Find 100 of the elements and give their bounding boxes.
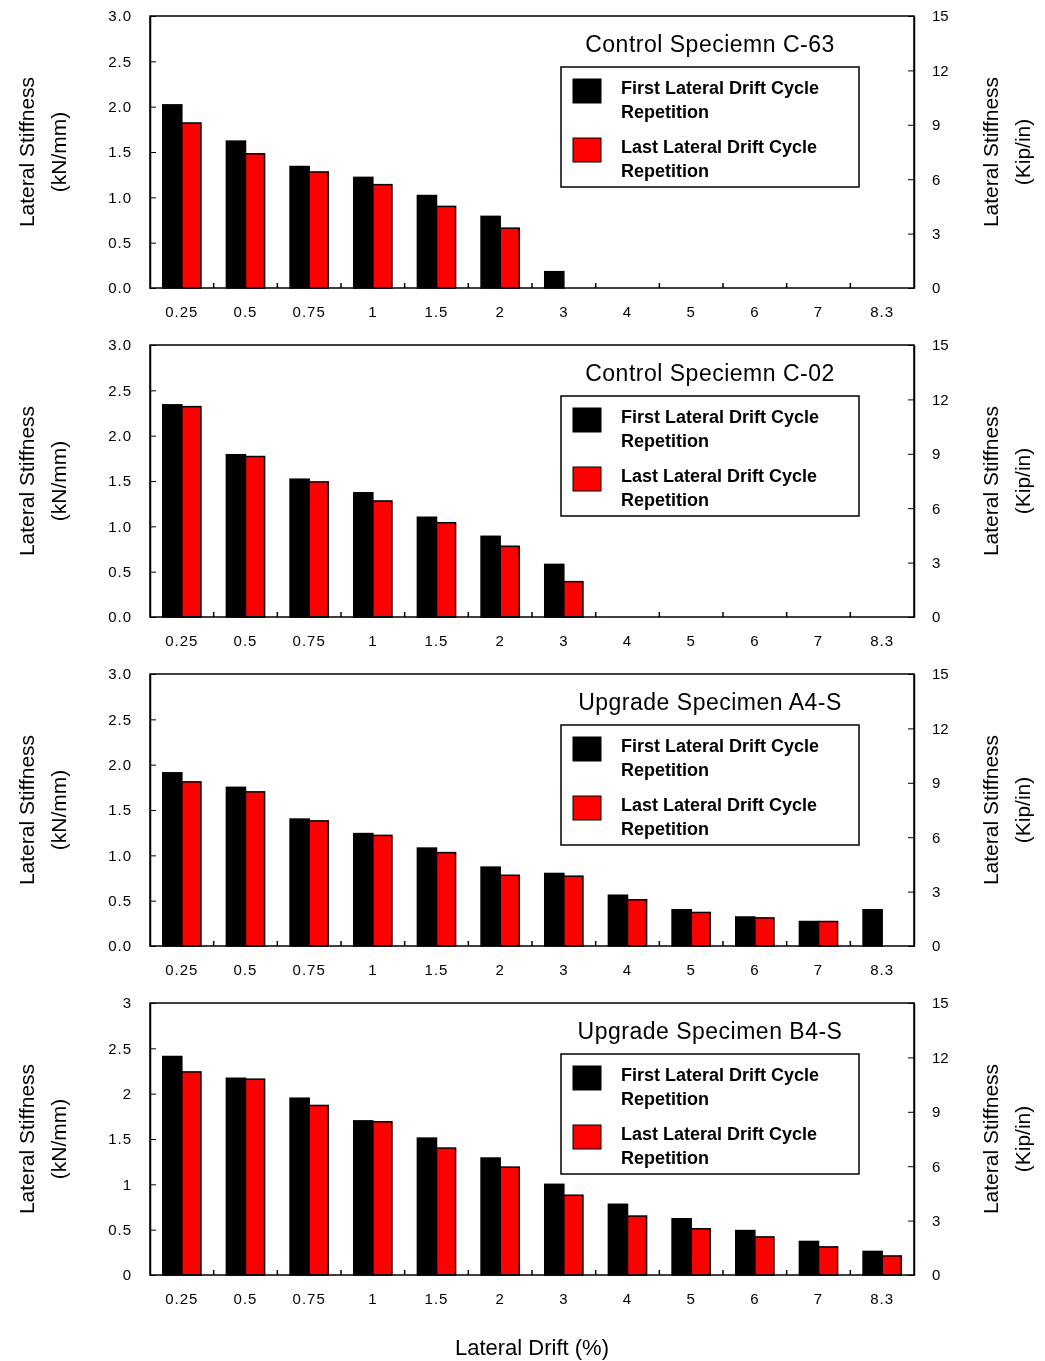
- y-tick-label: 1.5: [108, 1130, 132, 1148]
- y2-tick-label: 0: [932, 937, 941, 955]
- y-tick-label: 2.0: [108, 755, 132, 773]
- y2-axis-title: Lateral Stiffness (Kip/in): [978, 405, 1034, 557]
- x-tick-label: 0.25: [165, 302, 199, 320]
- y-tick-label: 0: [122, 1266, 132, 1284]
- x-tick-label: 7: [813, 960, 824, 978]
- x-tick-label: 0.75: [292, 960, 326, 978]
- x-tick-label: 1: [368, 1289, 378, 1307]
- y-tick-label: 0.5: [108, 891, 132, 909]
- y2-tick-label: 9: [932, 774, 941, 792]
- x-tick-label: 4: [622, 631, 633, 649]
- y2-tick-label: 6: [932, 828, 941, 846]
- x-tick-label: 7: [813, 302, 824, 320]
- y-tick-label: 2.5: [108, 710, 132, 728]
- y2-tick-label: 3: [932, 553, 941, 571]
- y-axis-title: Lateral Stiffness (kN/mm): [14, 734, 70, 886]
- x-tick-label: 5: [686, 960, 696, 978]
- x-tick-label: 1: [368, 302, 378, 320]
- y-tick-label: 1.0: [108, 188, 132, 206]
- legend-label: First Lateral Drift Cycle Repetition: [621, 407, 820, 451]
- y-tick-label: 0.5: [108, 562, 132, 580]
- y-tick-label: 1.0: [108, 517, 132, 535]
- x-tick-label: 1.5: [424, 302, 449, 320]
- y2-tick-label: 3: [932, 224, 941, 242]
- y-tick-label: 0.5: [108, 233, 132, 251]
- y2-axis-title: Lateral Stiffness (Kip/in): [978, 734, 1034, 886]
- x-tick-label: 4: [622, 302, 633, 320]
- x-tick-label: 6: [750, 302, 760, 320]
- y2-tick-label: 3: [932, 1211, 941, 1229]
- x-tick-label: 4: [622, 960, 633, 978]
- y2-tick-label: 6: [932, 170, 941, 188]
- text: Control Speciemn C-63: [585, 31, 835, 57]
- x-tick-label: 6: [750, 631, 760, 649]
- y-tick-label: 1: [122, 1175, 132, 1193]
- y-tick-label: 3: [122, 994, 132, 1012]
- x-tick-label: 8.3: [870, 960, 895, 978]
- y-tick-label: 3.0: [108, 336, 132, 354]
- y-tick-label: 1.5: [108, 143, 132, 161]
- x-tick-label: 2: [495, 302, 505, 320]
- y2-tick-label: 6: [932, 1157, 941, 1175]
- x-tick-label: 0.5: [233, 302, 258, 320]
- y2-axis-title: Lateral Stiffness (Kip/in): [978, 76, 1034, 228]
- y2-tick-label: 9: [932, 116, 941, 134]
- x-tick-label: 3: [559, 631, 569, 649]
- y2-tick-label: 15: [932, 994, 949, 1012]
- y-axis-title: Lateral Stiffness (kN/mm): [14, 405, 70, 557]
- y2-tick-label: 9: [932, 1103, 941, 1121]
- legend-label: Last Lateral Drift Cycle Repetition: [621, 137, 818, 181]
- y-tick-label: 0.0: [108, 608, 132, 626]
- y-tick-label: 2.5: [108, 1039, 132, 1057]
- x-tick-label: 0.5: [233, 1289, 258, 1307]
- y-tick-label: 1.5: [108, 801, 132, 819]
- x-tick-label: 0.75: [292, 1289, 326, 1307]
- x-tick-label: 8.3: [870, 302, 895, 320]
- legend-label: Last Lateral Drift Cycle Repetition: [621, 1124, 818, 1168]
- x-tick-label: 2: [495, 960, 505, 978]
- x-tick-label: 8.3: [870, 1289, 895, 1307]
- x-tick-label: 1: [368, 631, 378, 649]
- x-tick-label: 0.25: [165, 1289, 199, 1307]
- y2-tick-label: 15: [932, 336, 949, 354]
- y2-axis-title: Lateral Stiffness (Kip/in): [978, 1063, 1034, 1215]
- x-tick-label: 6: [750, 960, 760, 978]
- y2-tick-label: 0: [932, 608, 941, 626]
- legend-label: First Lateral Drift Cycle Repetition: [621, 736, 820, 780]
- y2-tick-label: 0: [932, 1266, 941, 1284]
- x-tick-label: 0.25: [165, 960, 199, 978]
- x-tick-label: 1: [368, 960, 378, 978]
- x-tick-label: 7: [813, 1289, 824, 1307]
- y2-tick-label: 6: [932, 499, 941, 517]
- legend-label: Last Lateral Drift Cycle Repetition: [621, 466, 818, 510]
- x-tick-label: 5: [686, 302, 696, 320]
- x-tick-label: 6: [750, 1289, 760, 1307]
- y-axis-title: Lateral Stiffness (kN/mm): [14, 76, 70, 228]
- x-tick-label: 1.5: [424, 631, 449, 649]
- text: Control Speciemn C-02: [585, 360, 835, 386]
- x-tick-label: 0.25: [165, 631, 199, 649]
- x-tick-label: 2: [495, 1289, 505, 1307]
- y-axis-title: Lateral Stiffness (kN/mm): [14, 1063, 70, 1215]
- text: Upgrade Specimen A4-S: [578, 689, 842, 715]
- y-tick-label: 2.5: [108, 381, 132, 399]
- x-tick-label: 1.5: [424, 1289, 449, 1307]
- text: Upgrade Specimen B4-S: [577, 1018, 843, 1044]
- legend-label: First Lateral Drift Cycle Repetition: [621, 1065, 820, 1109]
- y2-tick-label: 12: [932, 61, 949, 79]
- y2-tick-label: 12: [932, 390, 949, 408]
- y-tick-label: 3.0: [108, 7, 132, 25]
- x-tick-label: 7: [813, 631, 824, 649]
- x-tick-label: 3: [559, 960, 569, 978]
- x-tick-label: 4: [622, 1289, 633, 1307]
- y-tick-label: 2.0: [108, 97, 132, 115]
- x-tick-label: 1.5: [424, 960, 449, 978]
- legend-label: First Lateral Drift Cycle Repetition: [621, 78, 820, 122]
- y2-tick-label: 12: [932, 719, 949, 737]
- y-tick-label: 1.0: [108, 846, 132, 864]
- x-tick-label: 8.3: [870, 631, 895, 649]
- x-tick-label: 3: [559, 1289, 569, 1307]
- y2-tick-label: 3: [932, 882, 941, 900]
- y-tick-label: 3.0: [108, 665, 132, 683]
- y-tick-label: 0.0: [108, 279, 132, 297]
